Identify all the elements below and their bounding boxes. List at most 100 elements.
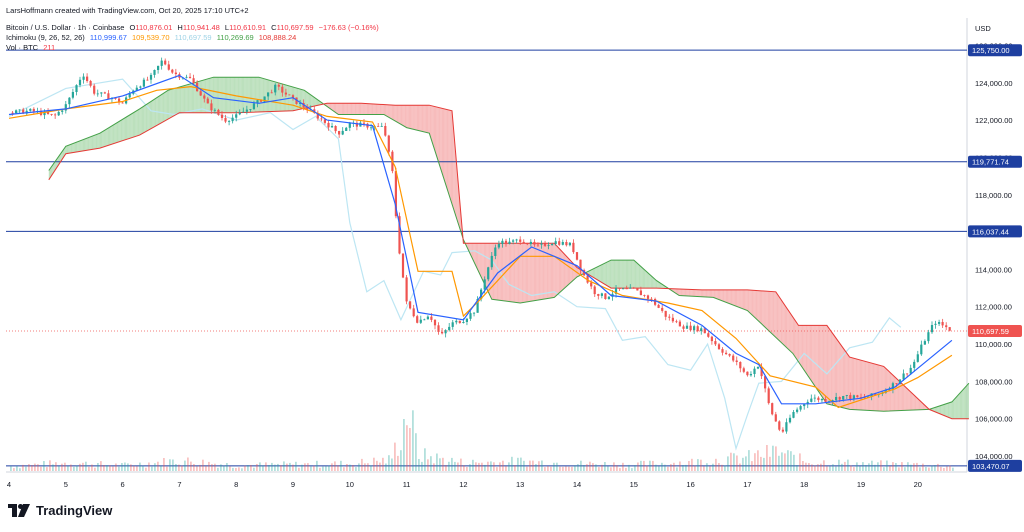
volume-bar bbox=[382, 457, 384, 471]
cloud-segment bbox=[418, 105, 420, 131]
volume-bar bbox=[367, 463, 369, 471]
cloud-segment bbox=[148, 102, 150, 130]
cloud-segment bbox=[171, 89, 173, 118]
cloud-segment bbox=[794, 318, 796, 357]
volume-bar bbox=[226, 463, 228, 471]
candle-body bbox=[249, 109, 252, 110]
cloud-segment bbox=[696, 289, 698, 297]
cloud-segment bbox=[190, 83, 192, 113]
cloud-segment bbox=[132, 112, 134, 138]
cloud-segment bbox=[421, 105, 423, 132]
cloud-segment bbox=[599, 265, 601, 282]
cloud-segment bbox=[864, 361, 866, 411]
candle-body bbox=[43, 111, 46, 116]
cloud-segment bbox=[347, 103, 349, 115]
cloud-segment bbox=[876, 364, 878, 411]
cloud-segment bbox=[703, 289, 705, 297]
volume-bar bbox=[751, 461, 753, 471]
brand-logo[interactable]: TradingView bbox=[8, 503, 112, 518]
cloud-segment bbox=[194, 82, 196, 113]
cloud-segment bbox=[349, 103, 351, 115]
candle-body bbox=[437, 325, 440, 332]
cloud-segment bbox=[420, 105, 422, 132]
volume-bar bbox=[253, 467, 255, 471]
candle-body bbox=[377, 126, 380, 127]
cloud-segment bbox=[911, 392, 913, 411]
volume-bar bbox=[193, 464, 195, 471]
candle-body bbox=[529, 241, 532, 245]
volume-bar bbox=[757, 450, 759, 471]
cloud-segment bbox=[688, 289, 690, 297]
candle-body bbox=[380, 126, 383, 127]
cloud-segment bbox=[355, 103, 357, 115]
volume-bar bbox=[703, 466, 705, 471]
volume-bar bbox=[688, 461, 690, 471]
volume-bar bbox=[817, 464, 819, 471]
volume-bar bbox=[211, 464, 213, 471]
cloud-segment bbox=[70, 144, 72, 153]
price-tick-label: 114,000.00 bbox=[975, 265, 1012, 274]
volume-bar bbox=[199, 464, 201, 471]
candle-body bbox=[710, 336, 713, 342]
symbol-label: Bitcoin / U.S. Dollar · 1h · Coinbase bbox=[6, 23, 125, 32]
cloud-segment bbox=[832, 333, 834, 406]
ohlc-low: 110,610.91 bbox=[229, 23, 267, 32]
candle-body bbox=[845, 395, 848, 396]
cloud-segment bbox=[115, 122, 117, 143]
cloud-segment bbox=[126, 116, 128, 140]
cloud-segment bbox=[824, 325, 826, 403]
cloud-segment bbox=[137, 109, 139, 136]
currency-label[interactable]: USD bbox=[975, 24, 991, 33]
price-tag bbox=[968, 44, 1022, 57]
cloud-segment bbox=[578, 268, 580, 277]
cloud-segment bbox=[778, 295, 780, 341]
cloud-segment bbox=[481, 243, 483, 281]
candle-body bbox=[522, 241, 525, 244]
volume-bar bbox=[136, 466, 138, 471]
volume-label: Vol · BTC bbox=[6, 43, 39, 52]
candle-body bbox=[15, 110, 18, 114]
cloud-segment bbox=[709, 289, 711, 298]
cloud-segment bbox=[286, 85, 288, 111]
candle-body bbox=[664, 310, 667, 317]
volume-bar bbox=[637, 462, 639, 471]
volume-bar bbox=[148, 462, 150, 471]
cloud-segment bbox=[205, 79, 207, 113]
cloud-segment bbox=[567, 257, 569, 286]
time-tick-label: 12 bbox=[459, 480, 467, 489]
candle-body bbox=[707, 333, 710, 337]
cloud-segment bbox=[400, 105, 403, 125]
volume-bar bbox=[565, 466, 567, 471]
cloud-segment bbox=[369, 103, 371, 115]
cloud-segment bbox=[967, 383, 969, 419]
candle-body bbox=[416, 316, 419, 323]
cloud-segment bbox=[918, 399, 921, 410]
cloud-segment bbox=[947, 403, 949, 418]
cloud-segment bbox=[745, 289, 747, 310]
volume-bar bbox=[562, 466, 564, 471]
cloud-segment bbox=[61, 151, 63, 161]
ichimoku-row: Ichimoku (9, 26, 52, 26) 110,999.67 109,… bbox=[6, 33, 299, 42]
price-tick-label: 104,000.00 bbox=[975, 452, 1013, 461]
cloud-segment bbox=[79, 140, 81, 152]
ohlc-open: 110,876.01 bbox=[135, 23, 173, 32]
volume-bar bbox=[31, 465, 33, 471]
cloud-segment bbox=[247, 77, 249, 113]
candle-body bbox=[746, 371, 749, 376]
cloud-segment bbox=[904, 385, 906, 411]
cloud-segment bbox=[182, 85, 184, 113]
candle-body bbox=[586, 275, 589, 283]
cloud-segment bbox=[908, 390, 910, 411]
cloud-segment bbox=[850, 357, 852, 410]
cloud-segment bbox=[496, 243, 498, 300]
cloud-segment bbox=[486, 243, 488, 290]
volume-bar bbox=[523, 460, 525, 471]
cloud-segment bbox=[870, 362, 872, 411]
volume-bar bbox=[826, 466, 828, 471]
volume-bar bbox=[634, 465, 636, 471]
cloud-segment bbox=[681, 289, 683, 296]
cloud-segment bbox=[816, 325, 818, 391]
cloud-segment bbox=[87, 137, 89, 151]
cloud-segment bbox=[720, 289, 722, 301]
